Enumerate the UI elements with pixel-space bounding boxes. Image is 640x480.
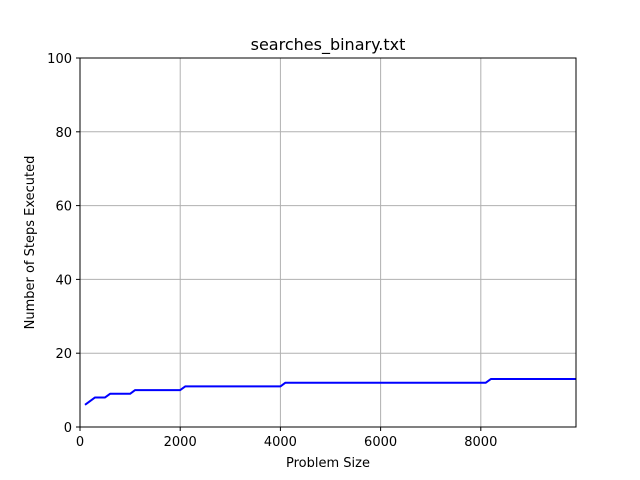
y-tick-label: 60	[55, 200, 72, 215]
x-axis: 0 2000 4000 6000 8000	[76, 427, 497, 450]
y-tick-label: 40	[55, 273, 72, 288]
x-axis-label: Problem Size	[286, 456, 370, 471]
x-tick-label: 2000	[164, 435, 197, 450]
y-axis-label: Number of Steps Executed	[23, 156, 38, 330]
x-tick-label: 8000	[464, 435, 497, 450]
x-tick-label: 4000	[264, 435, 297, 450]
y-tick-label: 80	[55, 126, 72, 141]
y-tick-label: 0	[64, 421, 72, 436]
series-line	[84, 378, 576, 406]
series-layer	[84, 378, 576, 406]
x-tick-label: 0	[76, 435, 84, 450]
chart-title: searches_binary.txt	[251, 35, 406, 55]
y-tick-label: 100	[47, 52, 72, 67]
plot-frame	[79, 57, 577, 428]
y-tick-label: 20	[55, 347, 72, 362]
y-axis: 0 20 40 60 80 100	[47, 52, 80, 436]
x-tick-label: 6000	[364, 435, 397, 450]
